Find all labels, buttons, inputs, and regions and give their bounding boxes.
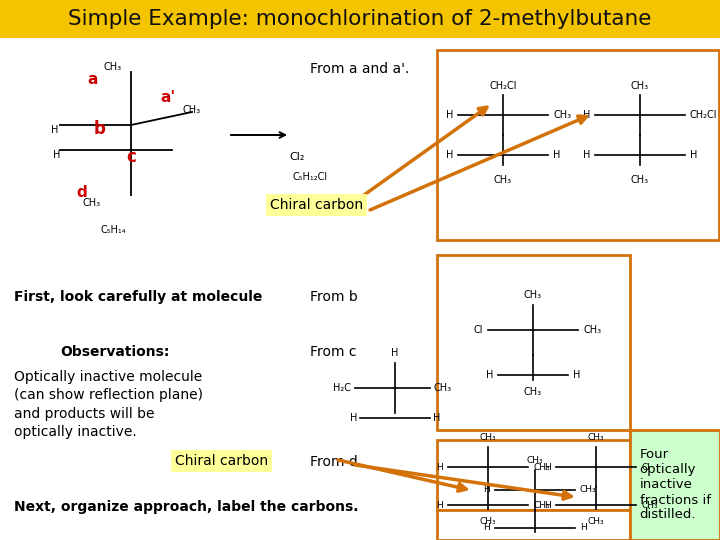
Bar [437,510,630,540]
Text: CH₃: CH₃ [480,517,496,526]
Text: Cl: Cl [641,462,650,471]
Text: CH₃: CH₃ [631,175,649,185]
Text: H: H [582,150,590,160]
Text: c: c [126,148,136,166]
Text: H: H [485,370,493,380]
Text: H: H [436,501,443,510]
Text: Chiral carbon: Chiral carbon [175,454,268,468]
Text: C₅H₁₂Cl: C₅H₁₂Cl [292,172,328,182]
Text: H: H [690,150,698,160]
Bar [437,255,630,430]
Text: CH₃: CH₃ [524,387,542,397]
Text: H: H [391,348,399,358]
Text: Optically inactive molecule
(can show reflection plane)
and products will be
opt: Optically inactive molecule (can show re… [14,370,203,439]
Text: CH₃: CH₃ [494,175,512,185]
Text: Cl₂: Cl₂ [289,152,305,162]
Text: H: H [433,413,441,423]
Text: CH₃: CH₃ [524,290,542,300]
Text: Four
optically
inactive
fractions if
distilled.: Four optically inactive fractions if dis… [639,449,711,522]
Text: Cl: Cl [474,325,483,335]
Text: H₂C: H₂C [333,383,351,393]
Text: Chiral carbon: Chiral carbon [270,198,363,212]
Text: From c: From c [310,345,356,359]
Text: a: a [88,72,98,87]
Bar [437,50,719,240]
Text: CH₃: CH₃ [588,433,604,442]
Text: CH₃: CH₃ [480,433,496,442]
Text: H: H [350,413,357,423]
Text: H: H [483,523,490,532]
Text: H: H [436,462,443,471]
Text: H: H [53,150,60,160]
Text: H: H [51,125,59,135]
Text: CH₃: CH₃ [631,81,649,91]
Text: H: H [573,370,580,380]
Text: H: H [446,110,453,120]
Text: CH₃: CH₃ [83,198,101,208]
Text: Observations:: Observations: [60,345,169,359]
Bar [0,0,720,38]
Text: CH₃: CH₃ [588,517,604,526]
Text: H: H [553,150,560,160]
Text: Simple Example: monochlorination of 2-methylbutane: Simple Example: monochlorination of 2-me… [68,9,652,29]
Text: From d: From d [310,455,358,469]
Text: a': a' [161,90,176,105]
Text: H: H [483,485,490,495]
Text: CH₃: CH₃ [641,501,657,510]
Text: CH₃: CH₃ [433,383,451,393]
Text: b: b [94,120,106,138]
Text: CH₃: CH₃ [583,325,601,335]
Text: From a and a'.: From a and a'. [310,62,410,76]
Bar [437,440,630,510]
Text: d: d [76,185,87,200]
Text: First, look carefully at molecule: First, look carefully at molecule [14,290,262,304]
Text: C₅H₁₄: C₅H₁₄ [100,225,126,235]
Text: H: H [446,150,453,160]
Bar [630,430,720,540]
Text: CH₂Cl: CH₂Cl [490,81,517,91]
Text: CH₃: CH₃ [183,105,201,115]
Text: CH₃: CH₃ [580,485,597,495]
Text: H: H [544,462,551,471]
Text: CH₃: CH₃ [533,462,549,471]
Text: CH₃: CH₃ [104,62,122,72]
Text: H: H [544,501,551,510]
Text: CH₂Cl: CH₂Cl [690,110,718,120]
Text: CH₃: CH₃ [553,110,571,120]
Text: CH₃: CH₃ [533,501,549,510]
Text: Next, organize approach, label the carbons.: Next, organize approach, label the carbo… [14,500,359,514]
Text: From b: From b [310,290,358,304]
Text: H: H [580,523,587,532]
Text: CH₃: CH₃ [527,456,544,465]
Text: H: H [582,110,590,120]
